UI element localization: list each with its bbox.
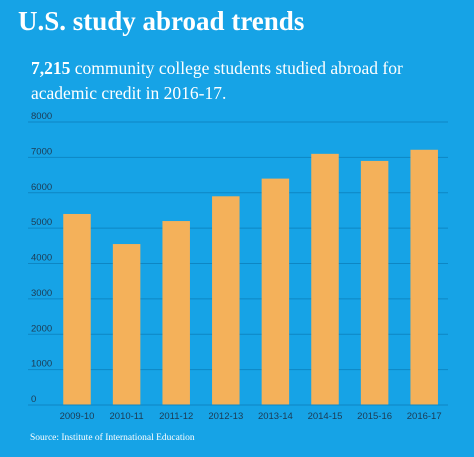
y-tick-label: 3000 [31, 288, 52, 299]
y-tick-label: 0 [31, 394, 36, 405]
y-tick-label: 6000 [31, 182, 52, 193]
bar [162, 221, 190, 405]
x-tick-label: 2012-13 [208, 411, 243, 422]
bar [311, 153, 339, 405]
highlight-number: 7,215 [31, 58, 71, 78]
bar [261, 178, 290, 405]
y-tick-label: 1000 [31, 359, 52, 370]
bar [360, 160, 389, 405]
page-title: U.S. study abroad trends [18, 6, 305, 36]
chart-subtitle: 7,215 community college students studied… [31, 56, 451, 106]
x-tick-label: 2016-17 [407, 411, 442, 422]
y-tick-label: 7000 [31, 146, 52, 157]
y-tick-label: 5000 [31, 217, 52, 228]
bar [63, 213, 91, 405]
y-tick-label: 4000 [31, 253, 52, 264]
bar [212, 196, 240, 405]
bar [410, 149, 438, 405]
x-tick-label: 2011-12 [159, 411, 193, 422]
x-tick-label: 2013-14 [258, 411, 293, 422]
x-tick-label: 2014-15 [308, 411, 343, 422]
y-tick-label: 2000 [31, 323, 52, 334]
bar [112, 244, 141, 405]
subtitle-text: community college students studied abroa… [31, 58, 403, 103]
y-tick-label: 8000 [31, 111, 52, 122]
x-tick-label: 2009-10 [60, 411, 95, 422]
x-tick-label: 2015-16 [357, 411, 392, 422]
source-note: Source: Institute of International Educa… [30, 433, 195, 443]
x-tick-label: 2010-11 [110, 411, 144, 422]
